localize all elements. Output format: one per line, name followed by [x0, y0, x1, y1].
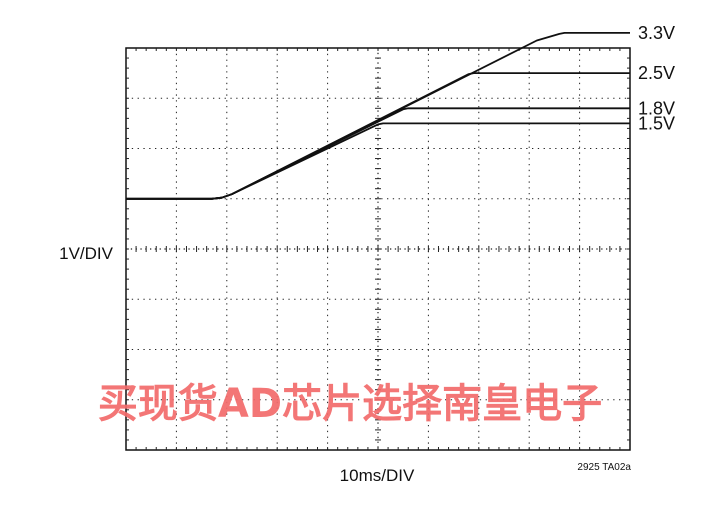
trace-1-8v	[126, 107, 630, 200]
x-scale-label: 10ms/DIV	[340, 466, 415, 485]
trace-group	[126, 32, 630, 200]
trace-label-1-8v: 1.8V	[638, 98, 675, 118]
grid	[126, 48, 630, 450]
trace-label-3-3v: 3.3V	[638, 23, 675, 43]
watermark-text: 买现货AD芯片选择南皇电子	[98, 381, 602, 427]
part-code: 2925 TA02a	[577, 462, 631, 473]
y-scale-label: 1V/DIV	[59, 244, 114, 263]
trace-label-2-5v: 2.5V	[638, 63, 675, 83]
trace-label-1-5v: 1.5V	[638, 113, 675, 133]
trace-1-5v	[126, 122, 630, 200]
trace-label-group: 3.3V 2.5V 1.8V1.5V	[638, 23, 675, 133]
